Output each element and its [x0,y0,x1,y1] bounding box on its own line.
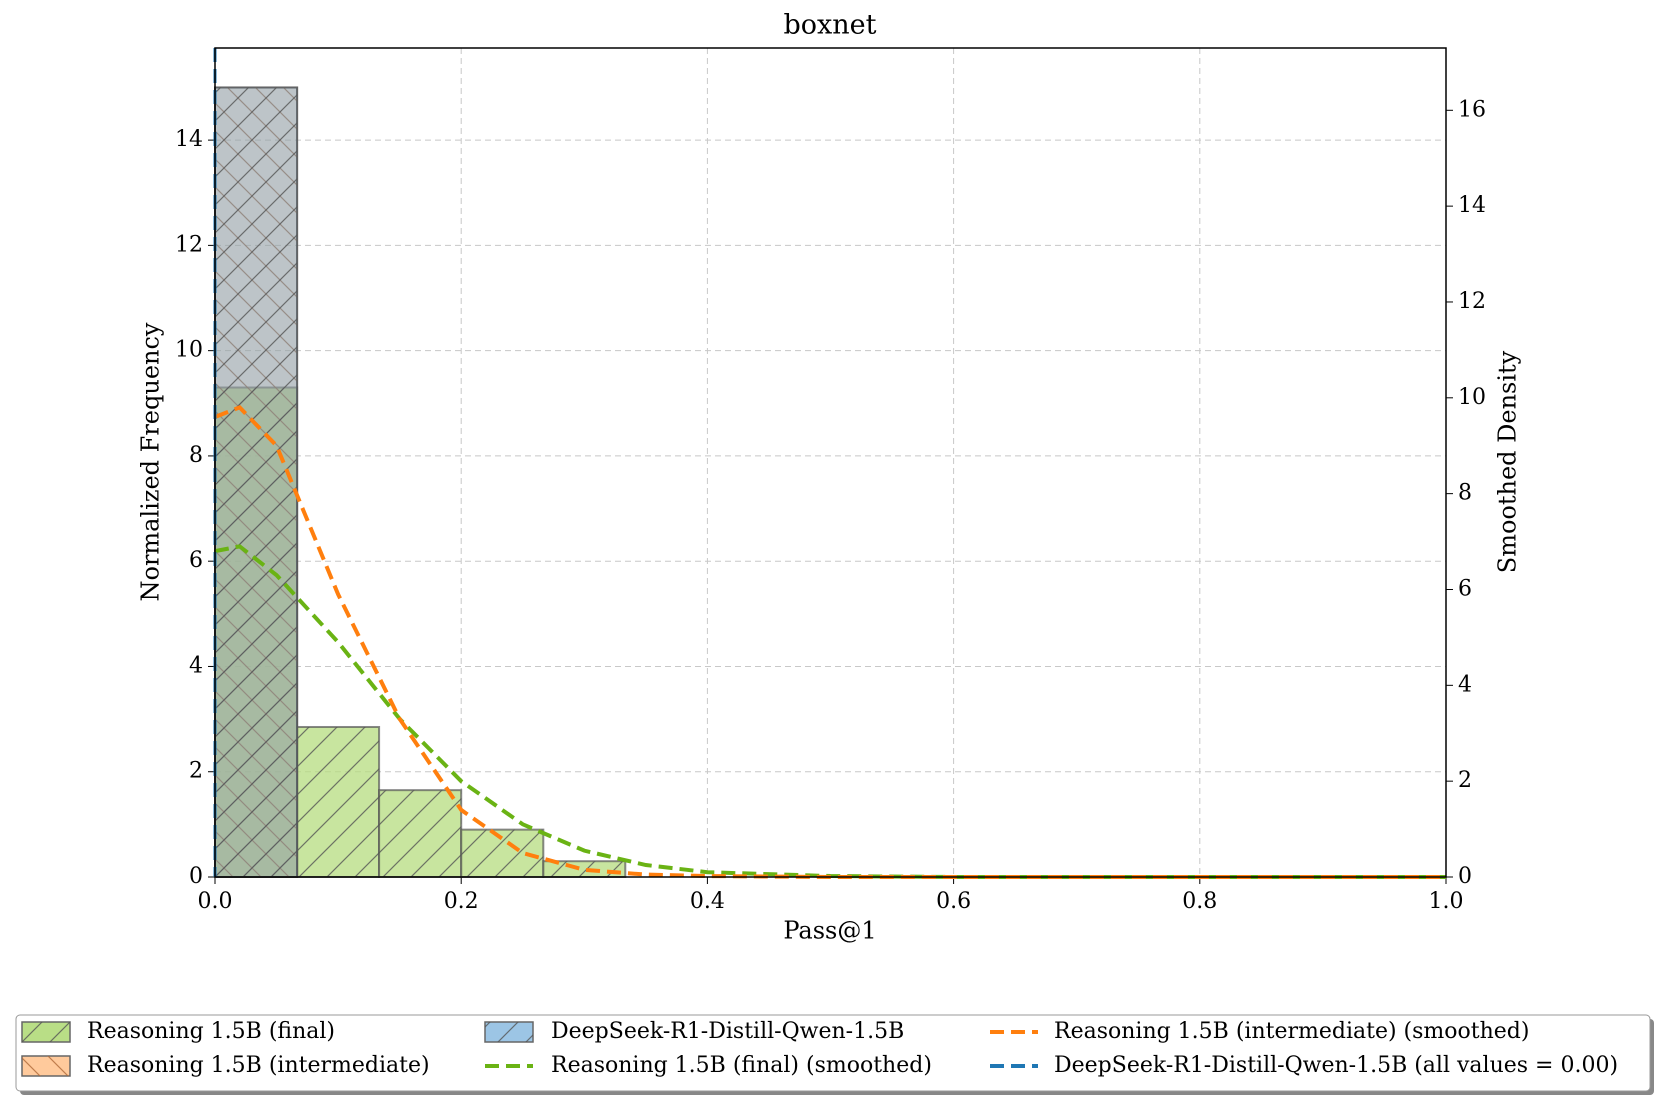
legend-label: Reasoning 1.5B (final) (smoothed) [551,1053,932,1078]
y-tick-label: 12 [175,232,203,257]
y-tick-label: 0 [189,864,203,889]
plot-frame [214,47,1447,878]
legend-hatch [485,1022,533,1042]
y2-axis-label: Smoothed Density [1494,350,1522,573]
y2-tick-label: 16 [1458,97,1486,122]
y2-tick-label: 12 [1458,289,1486,314]
y-tick-label: 6 [189,548,203,573]
y-tick-label: 10 [175,338,203,363]
x-tick-label: 0.8 [1182,889,1217,914]
x-tick-label: 0.6 [936,889,971,914]
y2-tick-label: 6 [1458,576,1472,601]
y2-tick-label: 14 [1458,193,1486,218]
x-axis-label: Pass@1 [783,917,876,945]
legend-hatch [22,1056,70,1076]
bar-hatch [379,790,462,877]
bar-hatch [543,861,626,877]
y2-tick-label: 2 [1458,768,1472,793]
y2-tick-label: 4 [1458,672,1472,697]
x-tick-label: 1.0 [1429,889,1464,914]
histogram-bar [378,789,463,879]
y2-tick-label: 8 [1458,481,1472,506]
bar-hatch [215,87,298,877]
legend-label: DeepSeek-R1-Distill-Qwen-1.5B (all value… [1054,1053,1618,1078]
legend-box [15,1014,1651,1092]
x-tick-label: 0.0 [198,889,233,914]
y-tick-label: 14 [175,127,203,152]
legend-label: Reasoning 1.5B (intermediate) [87,1053,430,1078]
y-tick-label: 2 [189,759,203,784]
y-tick-label: 4 [189,653,203,678]
chart-title: boxnet [784,10,877,41]
y2-tick-label: 0 [1458,864,1472,889]
x-tick-label: 0.4 [690,889,725,914]
histogram-bar [214,86,299,878]
y-tick-label: 8 [189,443,203,468]
legend-label: DeepSeek-R1-Distill-Qwen-1.5B [551,1019,904,1044]
legend-hatch [22,1022,70,1042]
bar-hatch [297,726,380,877]
y-axis-label: Normalized Frequency [137,322,165,601]
histogram-bar [296,725,381,878]
y2-tick-label: 10 [1458,385,1486,410]
legend-label: Reasoning 1.5B (final) [87,1019,335,1044]
legend-label: Reasoning 1.5B (intermediate) (smoothed) [1054,1019,1529,1044]
x-tick-label: 0.2 [444,889,479,914]
